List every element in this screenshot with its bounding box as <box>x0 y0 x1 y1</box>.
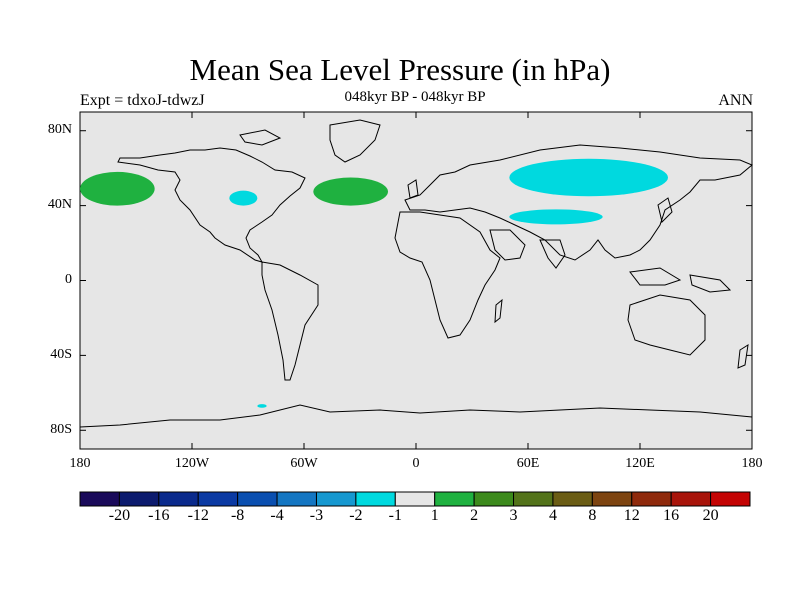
y-tick-label: 40S <box>50 347 72 362</box>
coastlines <box>79 119 753 428</box>
y-tick-label: 80N <box>47 122 72 137</box>
colorbar-label: 1 <box>430 507 439 524</box>
colorbar-label: 3 <box>509 507 518 524</box>
subtitle: 048kyr BP - 048kyr BP <box>344 89 486 105</box>
colorbar-label: -2 <box>349 507 363 524</box>
colorbar-label: 2 <box>470 507 479 524</box>
colorbar-label: 12 <box>623 507 640 524</box>
x-tick-label: 60E <box>516 456 540 471</box>
x-tick-label: 0 <box>412 456 420 471</box>
colorbar-label: 8 <box>588 507 597 524</box>
colorbar-label: 16 <box>663 507 680 524</box>
x-tick-label: 60W <box>290 456 318 471</box>
colorbar-label: -20 <box>108 507 131 524</box>
colorbar-label: -3 <box>309 507 324 524</box>
experiment-label: Expt = tdxoJ-tdwzJ <box>80 92 205 109</box>
y-tick-label: 80S <box>50 422 72 437</box>
colorbar-label: -8 <box>230 507 245 524</box>
map-frame <box>79 111 753 450</box>
colorbar-label: 20 <box>702 507 719 524</box>
anomaly-region <box>509 209 603 225</box>
page-title: Mean Sea Level Pressure (in hPa) <box>189 52 611 87</box>
colorbar-label: -1 <box>388 507 402 524</box>
colorbar-label: -4 <box>270 507 284 524</box>
colorbar-label: -12 <box>187 507 209 524</box>
anomaly-region <box>80 171 155 206</box>
anomaly-region <box>229 190 258 206</box>
y-tick-label: 0 <box>65 272 72 287</box>
colorbar-label: 4 <box>548 507 557 524</box>
anomaly-region <box>313 177 388 206</box>
y-tick-label: 40N <box>47 197 72 212</box>
colorbar-label: -16 <box>148 507 170 524</box>
x-tick-label: 180 <box>69 456 91 471</box>
x-tick-label: 120W <box>174 456 210 471</box>
axis-ticks <box>79 112 753 449</box>
anomaly-layer <box>80 158 668 408</box>
season-label: ANN <box>718 92 753 109</box>
anomaly-region <box>509 158 668 197</box>
anomaly-region <box>257 404 267 408</box>
x-tick-label: 120E <box>625 456 655 471</box>
x-tick-label: 180 <box>741 456 763 471</box>
